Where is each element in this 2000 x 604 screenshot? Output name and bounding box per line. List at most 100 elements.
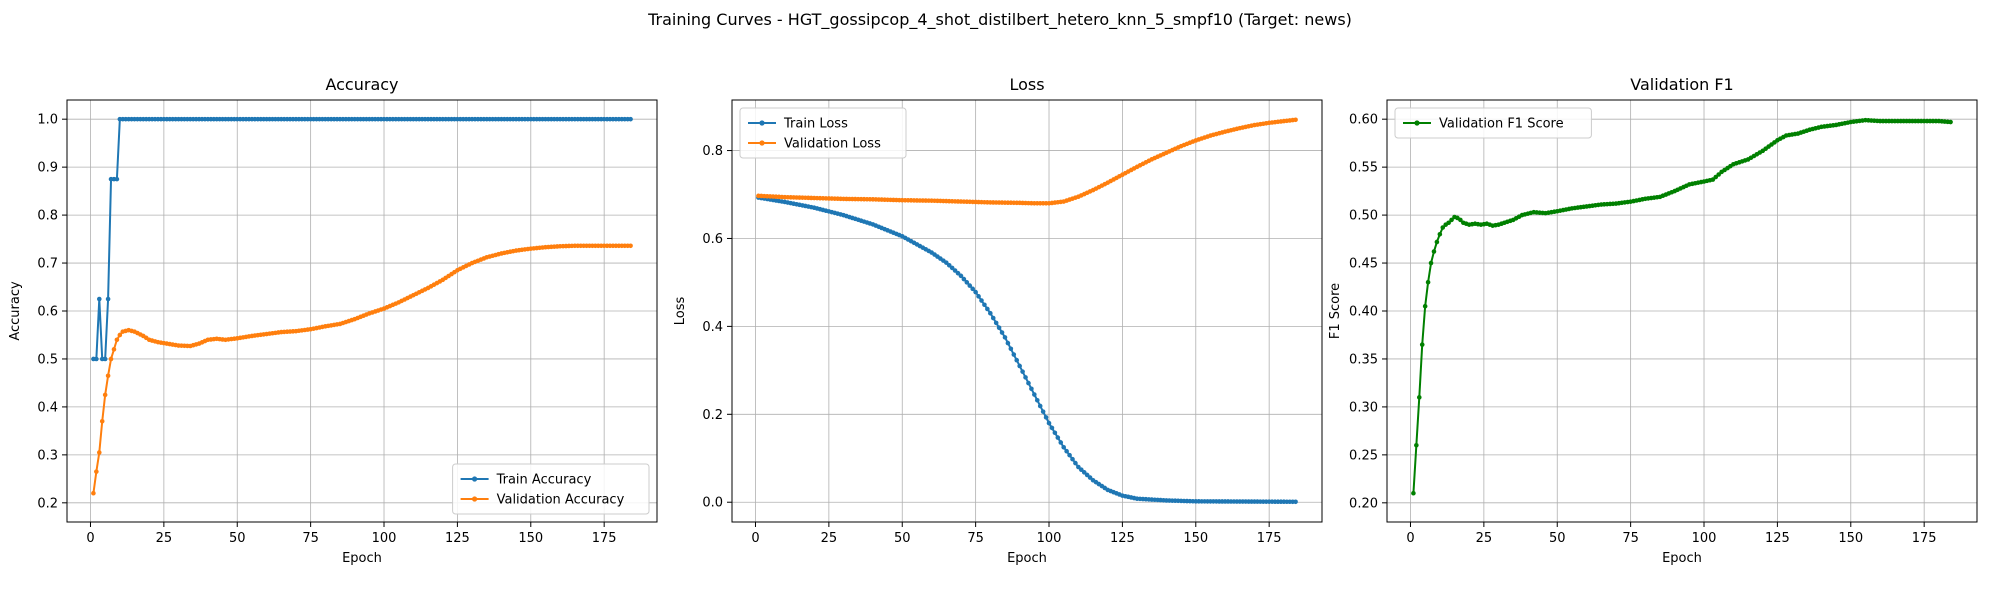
data-point <box>1087 475 1093 480</box>
data-point <box>1011 352 1017 357</box>
data-point <box>102 356 108 362</box>
y-tick-label: 0.35 <box>1349 352 1378 367</box>
x-tick-label: 25 <box>821 531 838 546</box>
chart-panel-3: 0 25 50 75 100 125 150 175 0.20 0.25 0.30 0.35 0.40 0… <box>1328 75 1978 566</box>
legend-swatch-marker <box>472 496 478 502</box>
data-point <box>979 298 984 303</box>
x-tick-label: 50 <box>229 531 246 546</box>
data-point <box>628 243 633 249</box>
x-tick-label: 150 <box>518 531 543 546</box>
data-point <box>955 270 961 276</box>
data-point <box>1081 470 1087 475</box>
data-point <box>1293 117 1298 123</box>
x-tick-label: 50 <box>1549 531 1566 546</box>
y-tick-label: 0.20 <box>1349 496 1378 511</box>
legend-box <box>1394 107 1592 139</box>
x-tick-label: 125 <box>1110 531 1135 546</box>
data-point <box>952 268 958 273</box>
data-point <box>114 337 120 343</box>
x-tick-label: 175 <box>592 531 617 546</box>
data-point <box>973 289 978 295</box>
data-point <box>1414 442 1419 448</box>
data-point <box>91 490 96 496</box>
y-tick-label: 0.0 <box>702 496 723 511</box>
data-point <box>1084 472 1090 478</box>
panels: 0 25 50 75 100 125 150 175 0.2 0.3 0.4 0.5 0.6 0.7 0.8… <box>8 75 1978 566</box>
legend-swatch-marker <box>759 120 765 126</box>
y-tick-label: 0.3 <box>37 448 58 463</box>
y-tick-label: 0.45 <box>1349 257 1378 272</box>
x-tick-label: 75 <box>967 531 984 546</box>
data-point <box>1073 460 1078 466</box>
y-tick-label: 0.6 <box>37 305 58 320</box>
x-axis-label: Epoch <box>342 551 382 566</box>
data-point <box>1434 239 1440 245</box>
data-point <box>1440 225 1446 230</box>
data-point <box>1002 335 1008 340</box>
data-point <box>1428 260 1434 266</box>
data-point <box>1005 340 1011 346</box>
x-tick-label: 150 <box>1183 531 1208 546</box>
data-point <box>96 296 102 302</box>
x-tick-label: 75 <box>1622 531 1639 546</box>
figure-suptitle: Training Curves - HGT_gossipcop_4_shot_d… <box>647 10 1352 30</box>
data-point <box>961 276 967 282</box>
data-point <box>988 310 993 316</box>
legend-label: Train Loss <box>783 117 848 132</box>
legend: Train Accuracy Validation Accuracy <box>452 463 650 515</box>
series-validation-loss <box>756 117 1298 206</box>
x-tick-label: 150 <box>1838 531 1863 546</box>
y-tick-label: 0.60 <box>1349 113 1378 128</box>
legend-swatch-marker <box>472 476 478 482</box>
data-point <box>985 306 990 312</box>
data-point <box>1419 342 1425 347</box>
data-point <box>94 469 99 474</box>
data-point <box>1411 490 1416 496</box>
data-point <box>1064 448 1069 454</box>
y-tick-label: 0.6 <box>702 232 723 247</box>
x-tick-label: 0 <box>751 531 759 546</box>
data-point <box>111 347 117 352</box>
data-point <box>993 320 999 326</box>
y-tick-label: 1.0 <box>37 113 58 128</box>
y-tick-label: 0.5 <box>37 352 58 367</box>
y-tick-label: 0.50 <box>1349 209 1378 224</box>
data-point <box>1052 430 1058 436</box>
data-point <box>102 392 108 398</box>
data-point <box>982 302 987 308</box>
data-point <box>990 315 996 321</box>
data-point <box>970 286 975 292</box>
data-point <box>628 116 633 122</box>
x-tick-label: 25 <box>1476 531 1493 546</box>
y-tick-label: 0.55 <box>1349 161 1378 176</box>
data-point <box>958 273 964 279</box>
data-point <box>1431 249 1437 254</box>
legend: Validation F1 Score <box>1394 107 1592 139</box>
data-point <box>943 260 949 265</box>
data-point <box>1416 395 1422 400</box>
data-point <box>1058 440 1064 445</box>
data-point <box>117 332 123 338</box>
data-point <box>1055 435 1061 440</box>
data-point <box>99 419 105 424</box>
legend-swatch-marker <box>1414 120 1420 126</box>
data-point <box>1014 357 1020 363</box>
x-tick-label: 50 <box>894 531 911 546</box>
data-point <box>1043 415 1049 420</box>
data-point <box>1023 375 1028 380</box>
legend-label: Validation Loss <box>784 137 881 152</box>
y-axis-label: Loss <box>673 297 688 326</box>
data-point <box>1458 217 1463 223</box>
data-point <box>96 450 102 455</box>
x-tick-label: 175 <box>1912 531 1937 546</box>
y-tick-label: 0.9 <box>37 161 58 176</box>
data-point <box>105 373 111 379</box>
data-point <box>1017 363 1022 369</box>
y-tick-label: 0.40 <box>1349 305 1378 320</box>
y-tick-label: 0.7 <box>37 257 58 272</box>
x-tick-label: 100 <box>372 531 397 546</box>
legend-box <box>739 107 907 159</box>
x-tick-label: 125 <box>1765 531 1790 546</box>
data-point <box>1070 456 1075 462</box>
